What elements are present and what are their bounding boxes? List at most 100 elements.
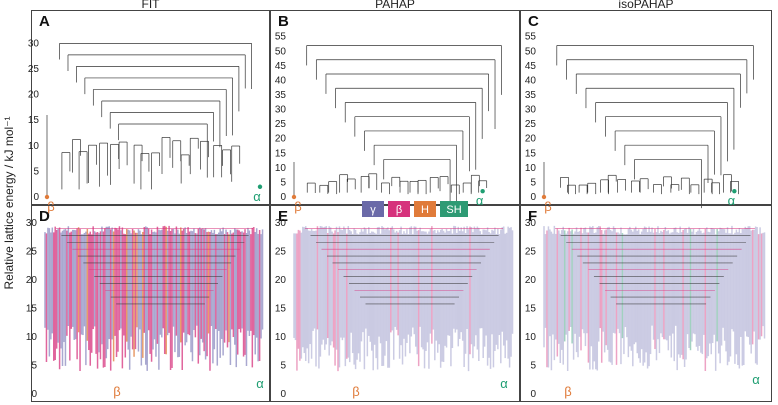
alpha-marker: α	[500, 376, 508, 391]
y-tick-label: 5	[280, 361, 286, 372]
panel-letter: E	[278, 208, 288, 225]
beta-marker: β	[352, 384, 359, 399]
y-tick-label: 35	[275, 90, 287, 101]
y-tick-label: 20	[525, 134, 537, 145]
y-tick-label: 25	[525, 247, 537, 258]
minimum-dot	[257, 184, 263, 189]
y-tick-label: 20	[525, 275, 537, 286]
panel-frame	[31, 205, 270, 402]
legend: γ β H SH	[362, 201, 468, 217]
y-tick-label: 55	[275, 32, 287, 43]
y-tick-label: 20	[275, 275, 287, 286]
y-tick-label: 15	[26, 304, 38, 315]
beta-marker: β	[544, 199, 551, 214]
beta-marker: β	[564, 384, 571, 399]
legend-label: β	[396, 204, 402, 216]
legend-swatch	[414, 201, 436, 217]
panel-f: F 0 5 10 15 20 25 30 β α	[520, 205, 772, 402]
y-tick-label: 20	[28, 90, 40, 101]
y-tick-label: 0	[31, 389, 37, 400]
y-tick-label: 5	[31, 361, 37, 372]
y-tick-label: 15	[28, 115, 40, 126]
legend-swatch	[388, 201, 410, 217]
minimum-dot	[541, 194, 547, 200]
y-tick-label: 5	[33, 166, 39, 177]
y-tick-label: 30	[275, 218, 287, 229]
y-tick-label: 30	[275, 105, 287, 116]
panel-a: A FIT 0 5 10 15 20 25 30 β α	[28, 0, 270, 214]
panel-frame	[31, 10, 270, 205]
minimum-dot	[480, 188, 485, 194]
y-tick-label: 55	[525, 32, 537, 43]
y-tick-label: 15	[275, 304, 287, 315]
y-tick-label: 5	[530, 361, 536, 372]
legend-swatch	[362, 201, 384, 217]
panel-letter: F	[528, 208, 537, 225]
panel-b: B PAHAP 0 5 10 15 20 25 30 35 40 45 50 55 β α	[270, 0, 520, 216]
panel-title: isoPAHAP	[618, 0, 673, 11]
y-tick-label: 5	[530, 177, 536, 188]
legend-label: γ	[370, 204, 376, 216]
legend-label: SH	[446, 204, 461, 216]
y-tick-label: 45	[525, 61, 537, 72]
alpha-marker: α	[752, 372, 760, 387]
y-tick-label: 20	[26, 275, 38, 286]
y-tick-label: 10	[525, 163, 537, 174]
panel-title: FIT	[142, 0, 161, 11]
panel-letter: B	[278, 13, 289, 30]
y-tick-label: 0	[280, 389, 286, 400]
y-tick-label: 10	[28, 141, 40, 152]
y-tick-label: 25	[525, 119, 537, 130]
panel-letter: C	[528, 13, 539, 30]
y-tick-label: 25	[26, 247, 38, 258]
beta-marker: β	[47, 199, 54, 214]
legend-label: H	[421, 204, 429, 216]
y-tick-label: 30	[525, 218, 537, 229]
legend-swatch	[440, 201, 468, 217]
y-tick-label: 30	[26, 218, 38, 229]
y-tick-label: 0	[530, 192, 536, 203]
alpha-marker: α	[253, 189, 261, 204]
panel-frame	[520, 205, 772, 402]
alpha-marker: α	[256, 376, 264, 391]
alpha-marker: α	[476, 193, 484, 208]
y-tick-label: 40	[275, 75, 287, 86]
panel-e: E 0 5 10 15 20 25 30 β α	[270, 205, 520, 402]
panel-frame	[520, 10, 772, 205]
y-tick-label: 25	[28, 64, 40, 75]
y-tick-label: 0	[280, 192, 286, 203]
panel-letter: A	[39, 13, 50, 30]
y-tick-label: 50	[275, 46, 287, 57]
panel-d: D 0 5 10 15 20 25 30 β α	[26, 205, 270, 402]
panel-letter: D	[39, 208, 50, 225]
y-tick-label: 15	[525, 304, 537, 315]
y-tick-label: 30	[525, 105, 537, 116]
y-tick-label: 0	[530, 389, 536, 400]
y-tick-label: 25	[275, 119, 287, 130]
y-tick-label: 50	[525, 46, 537, 57]
beta-marker: β	[294, 199, 301, 214]
y-tick-label: 10	[26, 332, 38, 343]
y-tick-label: 15	[525, 148, 537, 159]
y-tick-label: 0	[33, 192, 39, 203]
y-tick-label: 10	[525, 332, 537, 343]
beta-marker: β	[113, 384, 120, 399]
y-tick-label: 25	[275, 247, 287, 258]
y-tick-label: 5	[280, 177, 286, 188]
minimum-dot	[44, 194, 50, 200]
y-tick-label: 10	[275, 163, 287, 174]
y-tick-label: 45	[275, 61, 287, 72]
y-tick-label: 35	[525, 90, 537, 101]
y-axis-label: Relative lattice energy / kJ mol⁻¹	[2, 116, 16, 289]
y-tick-label: 30	[28, 38, 40, 49]
minimum-dot	[732, 188, 737, 194]
y-tick-label: 20	[275, 134, 287, 145]
y-tick-label: 40	[525, 75, 537, 86]
alpha-marker: α	[728, 193, 736, 208]
minimum-dot	[291, 194, 297, 200]
y-tick-label: 15	[275, 148, 287, 159]
y-tick-label: 10	[275, 332, 287, 343]
panel-title: PAHAP	[375, 0, 415, 11]
